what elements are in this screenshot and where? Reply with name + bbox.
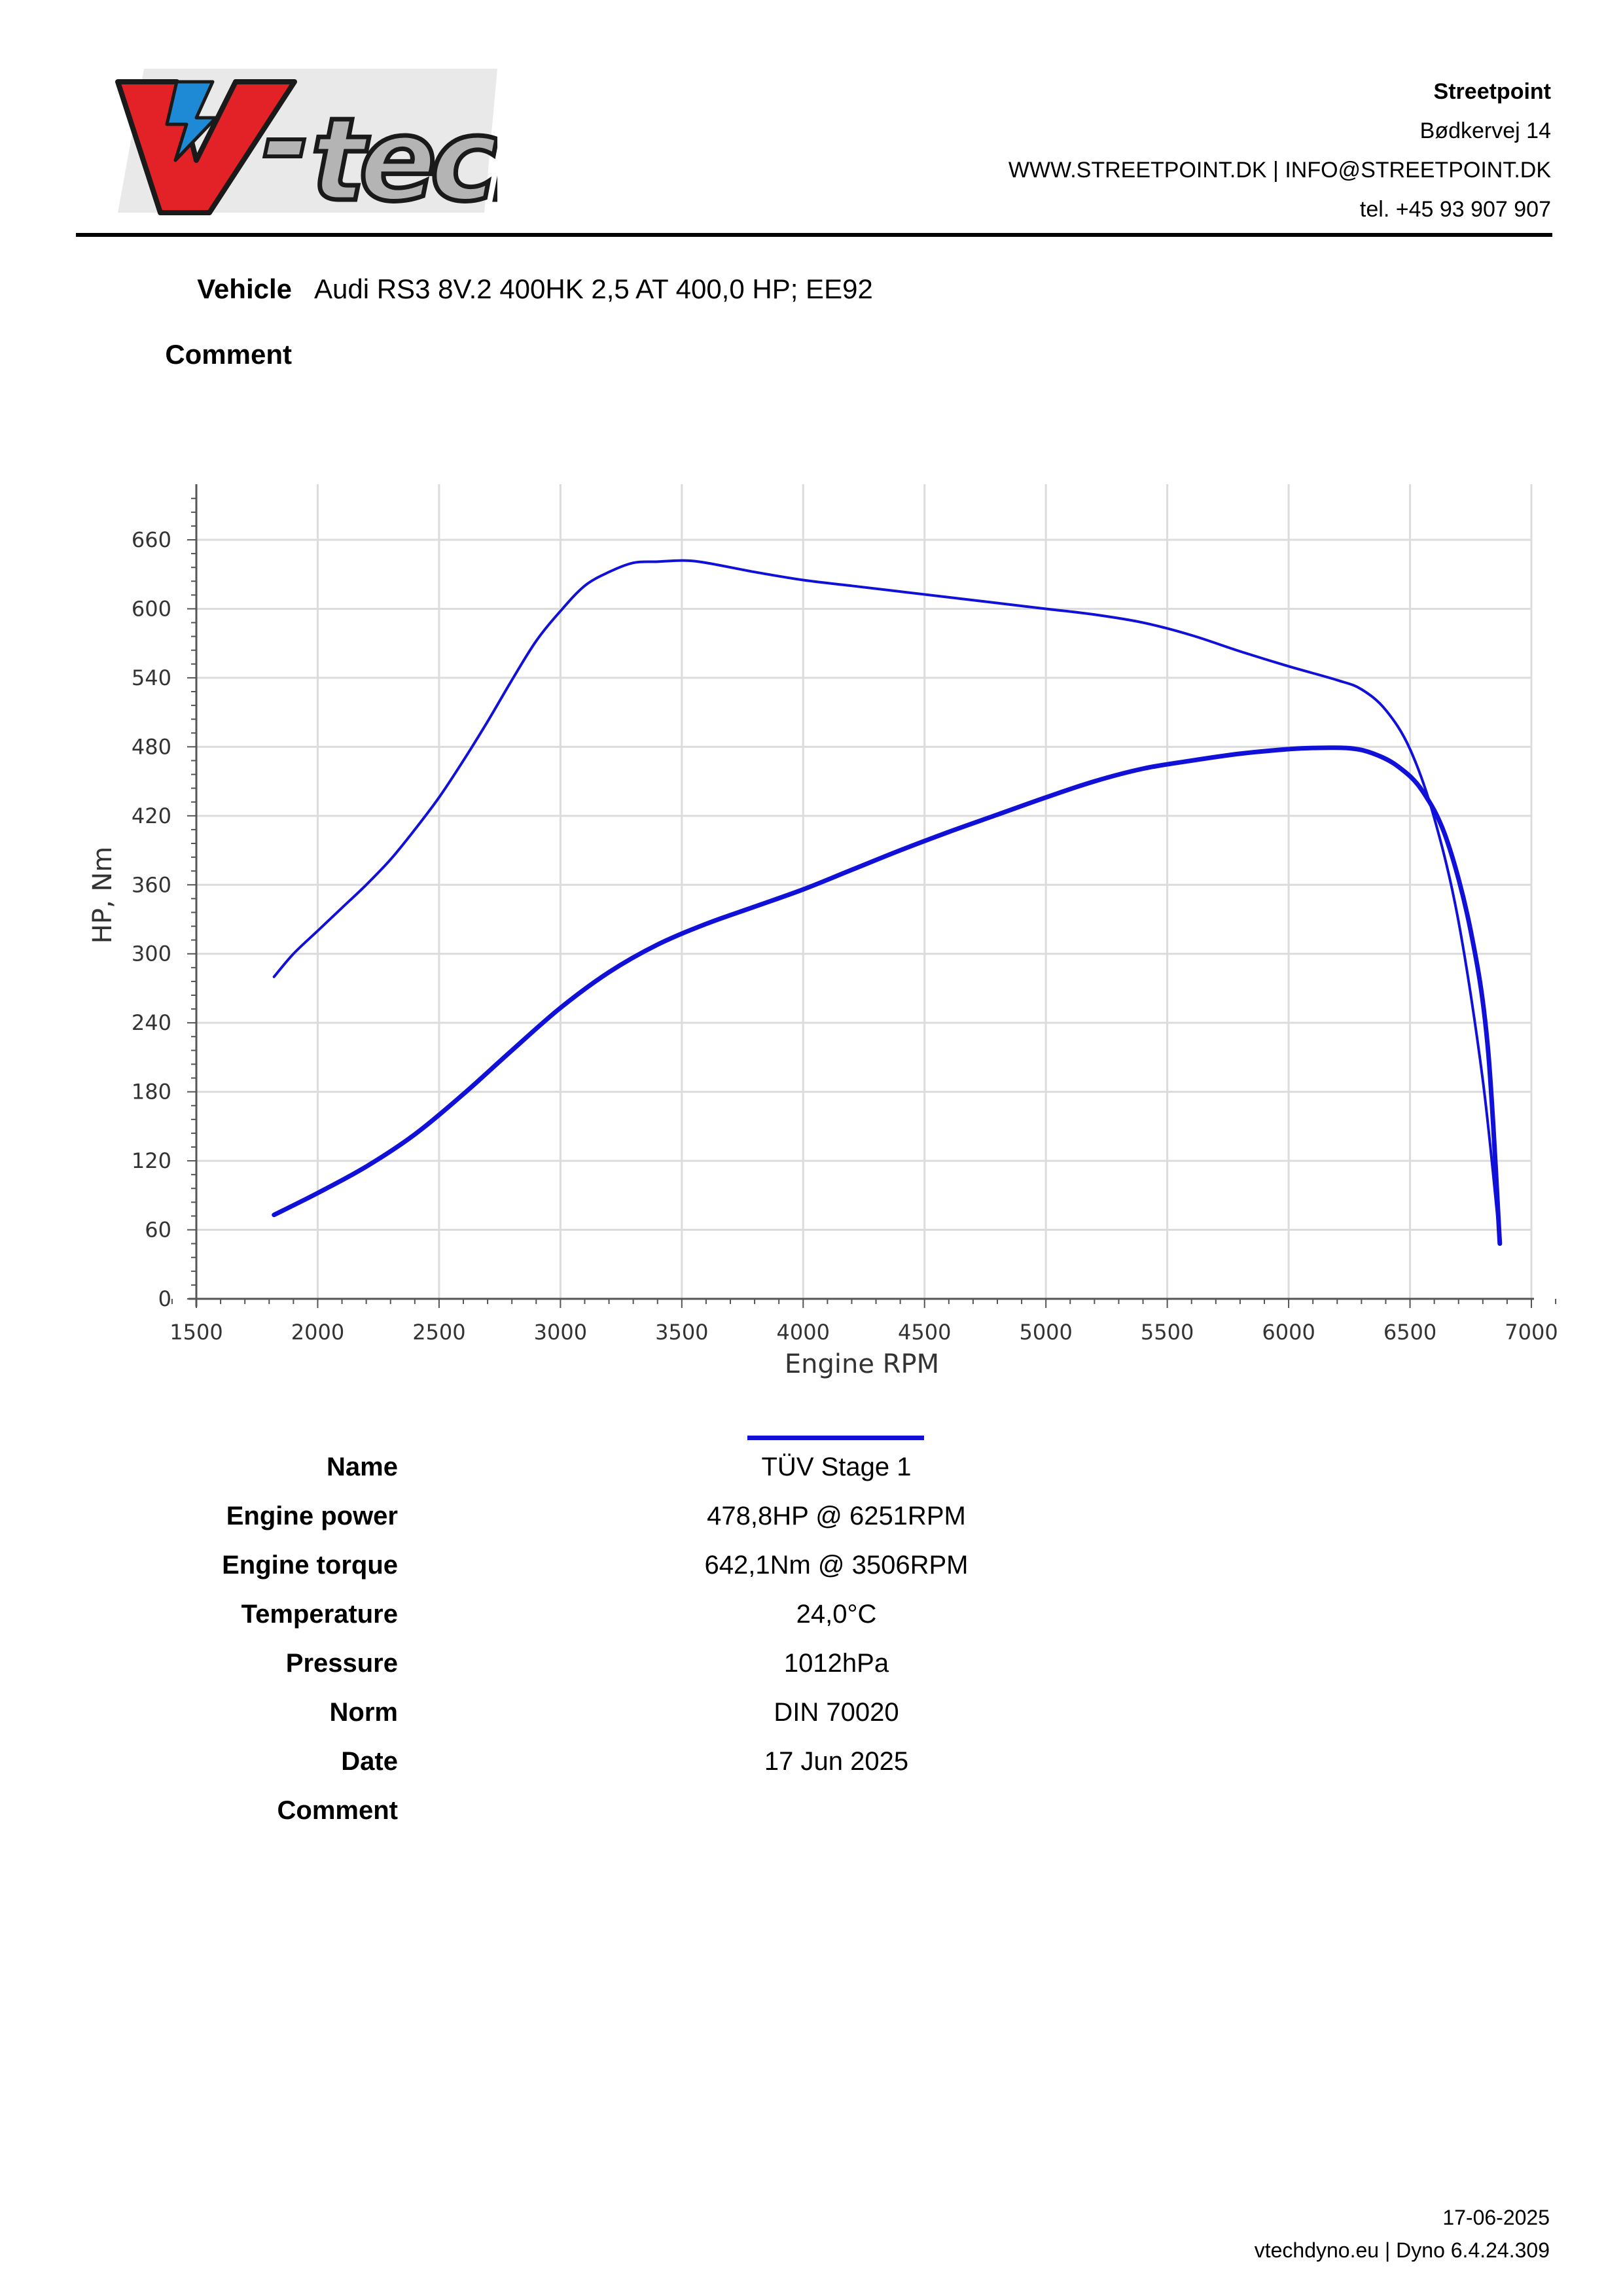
x-tick-label: 5500 [1141,1320,1194,1345]
company-info: Streetpoint Bødkervej 14 WWW.STREETPOINT… [1008,72,1551,229]
x-tick-label: 4500 [898,1320,951,1345]
result-row: Comment [0,1796,1623,1845]
y-tick-label: 120 [132,1148,171,1173]
result-label: Date [341,1747,398,1776]
y-tick-label: 240 [132,1010,171,1035]
x-tick-label: 6000 [1262,1320,1315,1345]
result-value: 1012hPa [783,1649,889,1678]
y-tick-label: 300 [132,942,171,966]
result-row: Name TÜV Stage 1 [0,1453,1623,1502]
result-row: Date 17 Jun 2025 [0,1747,1623,1796]
chart-grid [196,484,1533,1299]
result-label: Pressure [285,1649,398,1678]
y-tick-label: 60 [145,1218,171,1243]
company-address: Bødkervej 14 [1419,118,1551,143]
footer: 17-06-2025 vtechdyno.eu | Dyno 6.4.24.30… [1255,2201,1550,2267]
chart-axes [188,484,1534,1307]
result-label: Name [327,1453,398,1481]
x-tick-label: 2000 [291,1320,344,1345]
x-tick-label: 5000 [1019,1320,1072,1345]
header-divider [76,233,1552,237]
y-tick-label: 660 [132,527,171,552]
torque-curve [272,559,1501,1243]
x-tick-label: 3500 [655,1320,708,1345]
vehicle-value: Audi RS3 8V.2 400HK 2,5 AT 400,0 HP; EE9… [314,274,873,304]
logo-dash [262,137,307,158]
y-tick-label: 540 [132,665,171,690]
result-label: Temperature [241,1600,398,1629]
comment-label: Comment [165,339,292,370]
x-tick-label: 7000 [1505,1320,1558,1345]
x-tick-label: 4000 [777,1320,830,1345]
x-tick-label: 3000 [534,1320,587,1345]
x-tick-label: 1500 [169,1320,223,1345]
result-row: Engine torque 642,1Nm @ 3506RPM [0,1551,1623,1600]
result-value: 642,1Nm @ 3506RPM [704,1551,969,1580]
result-label: Engine power [226,1502,398,1530]
y-tick-label: 360 [132,872,171,897]
chart-curves [272,559,1503,1246]
result-label: Norm [329,1698,398,1727]
y-tick-label: 420 [132,804,171,828]
logo-wordmark: tech [311,94,497,227]
company-phone: tel. +45 93 907 907 [1359,197,1551,222]
y-axis-ticks: 0 60 120 180 240 300 360 420 480 540 600 660 [132,497,196,1311]
y-tick-label: 600 [132,596,171,621]
footer-date: 17-06-2025 [1442,2206,1550,2229]
x-axis-ticks: 1500 2000 2500 3000 3500 4000 4500 5000 5500 6000… [169,1299,1558,1345]
result-value: 24,0°C [796,1600,877,1629]
y-tick-label: 480 [132,734,171,759]
logo-bolt-shape [165,80,218,162]
company-web: WWW.STREETPOINT.DK | INFO@STREETPOINT.DK [1008,158,1551,183]
y-tick-label: 0 [158,1286,171,1311]
result-value: 478,8HP @ 6251RPM [707,1502,966,1530]
result-label: Comment [277,1796,398,1825]
legend-line [747,1436,924,1440]
result-row: Engine power 478,8HP @ 6251RPM [0,1502,1623,1551]
result-value: TÜV Stage 1 [761,1453,912,1481]
result-value: 17 Jun 2025 [764,1747,909,1776]
result-value: DIN 70020 [774,1698,899,1727]
vtech-logo: tech [115,69,497,230]
result-row: Norm DIN 70020 [0,1698,1623,1747]
power-curve [272,745,1503,1246]
result-label: Engine torque [222,1551,398,1580]
footer-software: vtechdyno.eu | Dyno 6.4.24.309 [1254,2238,1550,2262]
result-row: Pressure 1012hPa [0,1649,1623,1698]
x-tick-label: 2500 [412,1320,465,1345]
result-row: Temperature 24,0°C [0,1600,1623,1649]
x-axis-label: Engine RPM [785,1349,939,1379]
x-tick-label: 6500 [1383,1320,1436,1345]
dyno-chart: 1500 2000 2500 3000 3500 4000 4500 5000 5500 6000… [88,484,1558,1379]
y-tick-label: 180 [132,1080,171,1104]
vehicle-label: Vehicle [197,274,292,304]
y-axis-label: HP, Nm [88,847,118,944]
company-name: Streetpoint [1433,79,1551,104]
